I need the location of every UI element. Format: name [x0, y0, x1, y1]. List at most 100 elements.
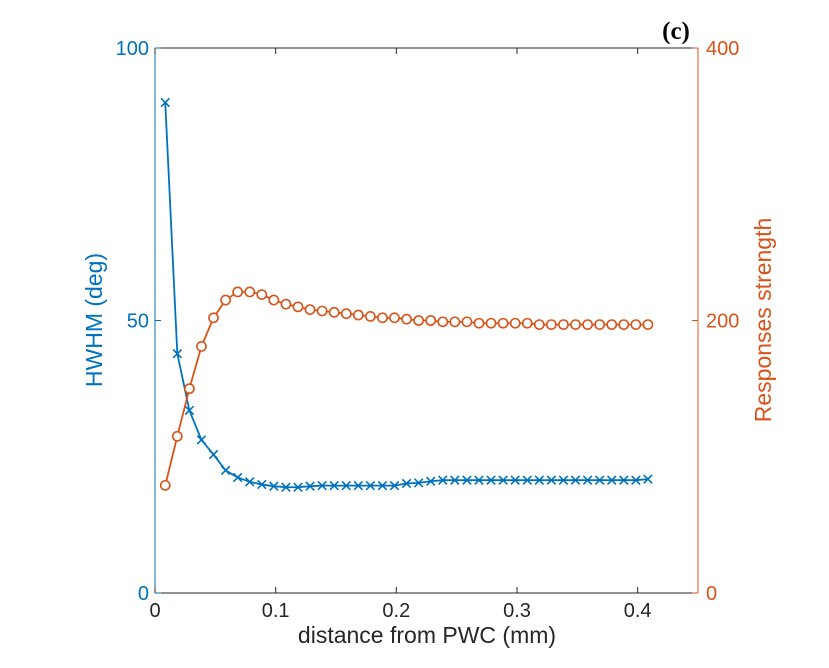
data-point-x-marker [244, 477, 255, 487]
data-point-x-marker [534, 475, 545, 485]
y-tick-label-left: 50 [127, 311, 149, 333]
data-point-x-marker [232, 472, 243, 483]
x-marker-stroke [220, 465, 231, 476]
y-tick-label-left: 0 [138, 583, 149, 605]
x-marker-stroke [232, 472, 243, 483]
data-point-circle-marker [413, 315, 425, 326]
x-marker-stroke [438, 475, 448, 485]
data-point-x-marker [305, 481, 315, 491]
x-marker-stroke [534, 475, 545, 485]
data-point-circle-marker [594, 319, 606, 330]
x-marker-stroke [486, 475, 496, 485]
x-marker-stroke [208, 449, 219, 460]
x-marker-stroke [582, 475, 593, 485]
data-point-circle-marker [425, 315, 437, 326]
y-tick-label-right: 0 [706, 583, 717, 605]
data-point-x-marker [281, 482, 291, 493]
data-point-x-marker [486, 475, 496, 485]
x-marker-stroke [425, 476, 436, 487]
data-point-circle-marker [606, 319, 618, 330]
x-marker-stroke [244, 477, 255, 487]
data-point-x-marker [389, 480, 400, 491]
data-point-x-marker [257, 479, 267, 490]
data-point-x-marker [498, 475, 508, 485]
x-marker-stroke [401, 478, 412, 489]
data-point-circle-marker [159, 479, 171, 491]
data-point-x-marker [546, 475, 557, 485]
x-marker-stroke [498, 475, 508, 485]
data-point-circle-marker [183, 383, 195, 395]
data-point-x-marker [196, 435, 207, 445]
data-point-circle-marker [256, 289, 268, 301]
x-tick-label: 0.2 [382, 600, 410, 622]
x-marker-stroke [389, 480, 400, 491]
x-marker-stroke [353, 480, 364, 491]
data-point-x-marker [401, 478, 412, 489]
data-point-circle-marker [509, 317, 521, 329]
data-point-x-marker [341, 480, 352, 491]
data-point-circle-marker [642, 319, 654, 330]
ticks-layer: 0 0.1 0.2 0.3 0.4 0 50 100 0 200 400 [116, 38, 740, 622]
data-point-x-marker [172, 348, 183, 359]
data-point-circle-marker [208, 312, 219, 324]
data-point-x-marker [582, 475, 593, 485]
x-marker-stroke [619, 475, 629, 485]
panel-label: (c) [662, 18, 690, 45]
data-point-circle-marker [533, 319, 545, 330]
data-point-circle-marker [389, 312, 400, 324]
data-point-x-marker [510, 475, 520, 485]
data-point-circle-marker [340, 308, 352, 320]
data-point-x-marker [425, 476, 436, 487]
x-axis-label: distance from PWC (mm) [298, 622, 556, 648]
data-point-x-marker [522, 475, 533, 485]
data-point-x-marker [619, 475, 629, 485]
data-point-x-marker [462, 475, 472, 485]
data-point-x-marker [220, 465, 231, 476]
x-marker-stroke [631, 475, 641, 485]
data-point-circle-marker [401, 313, 412, 325]
data-point-x-marker [208, 449, 219, 460]
data-point-circle-marker [437, 316, 449, 328]
data-point-circle-marker [364, 311, 376, 322]
y-tick-label-right: 200 [706, 311, 739, 333]
x-marker-stroke [341, 480, 352, 491]
x-marker-stroke [462, 475, 472, 485]
data-point-x-marker [377, 480, 388, 491]
data-point-circle-marker [220, 294, 231, 306]
x-marker-stroke [269, 481, 279, 491]
data-point-circle-marker [485, 317, 497, 329]
data-point-circle-marker [268, 294, 280, 306]
data-point-x-marker [184, 405, 195, 416]
data-point-circle-marker [316, 305, 328, 317]
data-point-x-marker [353, 480, 364, 491]
data-point-x-marker [450, 475, 460, 485]
data-point-circle-marker [244, 286, 256, 298]
data-point-circle-marker [521, 317, 533, 329]
x-marker-stroke [558, 475, 569, 485]
data-point-x-marker [269, 481, 279, 491]
data-point-x-marker [293, 482, 303, 493]
y-axis-label-right: Responses strength [750, 218, 776, 423]
data-point-circle-marker [352, 309, 364, 321]
data-point-x-marker [643, 474, 653, 484]
x-marker-stroke [606, 475, 617, 485]
data-point-x-marker [438, 475, 448, 485]
data-point-circle-marker [630, 319, 642, 330]
data-point-circle-marker [618, 319, 630, 330]
data-point-circle-marker [497, 317, 509, 329]
data-point-x-marker [606, 475, 617, 485]
x-marker-stroke [317, 480, 327, 491]
data-point-circle-marker [304, 304, 316, 315]
data-point-x-marker [160, 97, 171, 108]
x-marker-stroke [160, 97, 171, 108]
series-layer [159, 97, 654, 493]
x-marker-stroke [329, 480, 339, 491]
x-marker-stroke [196, 435, 207, 445]
x-marker-stroke [172, 348, 183, 359]
data-point-circle-marker [196, 340, 207, 352]
data-point-circle-marker [449, 316, 461, 328]
series-hwhm [160, 97, 653, 493]
series-response-strength [159, 286, 654, 491]
x-marker-stroke [281, 482, 291, 493]
x-marker-stroke [643, 474, 653, 484]
